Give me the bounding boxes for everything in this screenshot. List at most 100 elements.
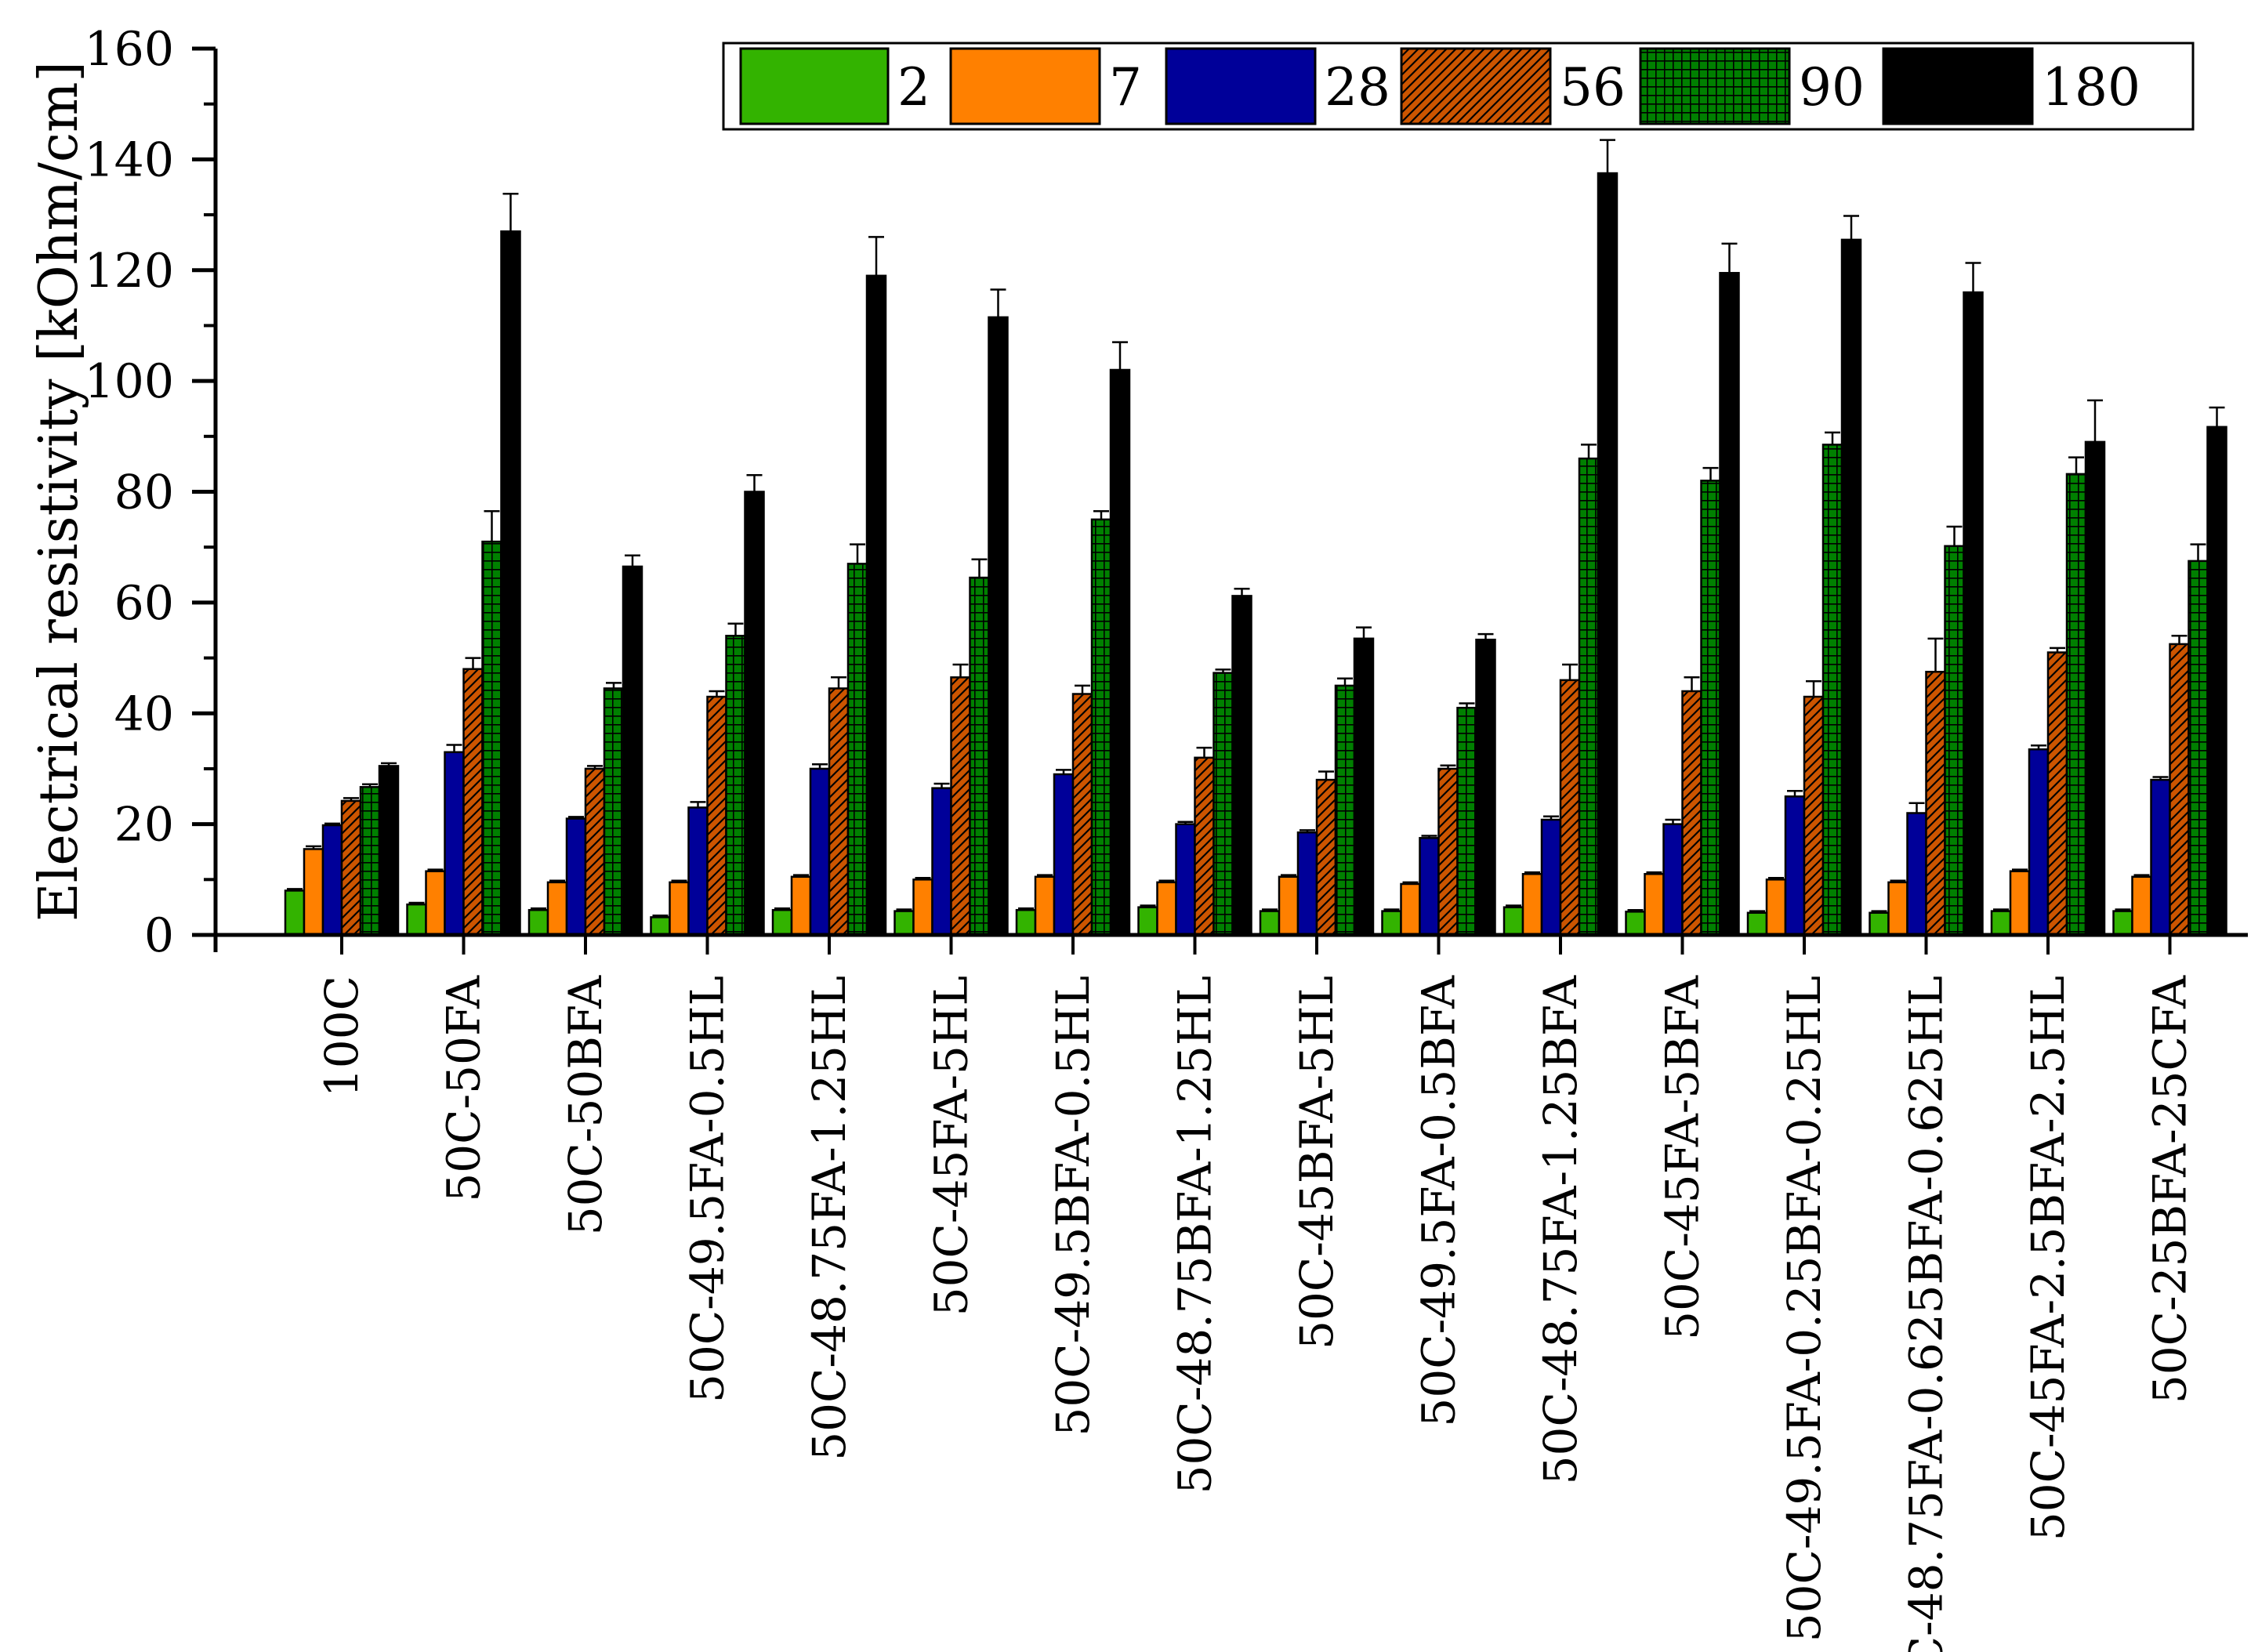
bar-28-100C xyxy=(321,824,343,936)
bar-28-50C-45BFA-5HL xyxy=(1296,831,1318,936)
category-label: 50C-49.5FA-0.5BFA xyxy=(1412,975,1466,1427)
bar-2-50C-50FA xyxy=(406,903,427,936)
bar-28-50C-49.5FA-0.5BFA xyxy=(1419,837,1440,936)
bar-7-50C-48.75FA-1.25BFA xyxy=(1521,872,1543,936)
bar-7-100C xyxy=(303,848,324,936)
bar-56-50C-25BFA-25CFA xyxy=(2169,643,2190,936)
bar-2-50C-49.5BFA-0.5HL xyxy=(1015,908,1037,936)
bar-180-50C-50BFA xyxy=(622,565,643,936)
bar-180-50C-48.75FA-0.625BFA-0.625HL xyxy=(1963,291,1984,936)
y-tick-label: 120 xyxy=(84,244,174,299)
bar-7-50C-45FA-2.5BFA-2.5HL xyxy=(2009,870,2031,936)
bar-90-50C-45FA-2.5BFA-2.5HL xyxy=(2065,473,2087,936)
bar-28-50C-50FA xyxy=(444,751,465,936)
bar-28-50C-45FA-2.5BFA-2.5HL xyxy=(2028,748,2050,936)
bar-90-50C-49.5FA-0.25BFA-0.25HL xyxy=(1821,444,1843,936)
legend-swatch-2 xyxy=(739,47,890,125)
category-label: 100C xyxy=(315,976,368,1097)
legend-label-28: 28 xyxy=(1325,57,1390,118)
category-label: 50C-45FA-5BFA xyxy=(1656,975,1709,1340)
bar-2-50C-25BFA-25CFA xyxy=(2112,910,2133,936)
category-label: 50C-45BFA-5HL xyxy=(1290,976,1343,1349)
legend-label-7: 7 xyxy=(1109,57,1142,118)
bar-28-50C-48.75FA-1.25HL xyxy=(809,767,831,936)
bar-180-50C-48.75FA-1.25BFA xyxy=(1597,172,1618,936)
bar-28-50C-48.75FA-1.25BFA xyxy=(1540,818,1562,936)
bar-56-50C-49.5BFA-0.5HL xyxy=(1071,693,1093,936)
bar-90-50C-45BFA-5HL xyxy=(1334,684,1356,936)
legend-swatch-7 xyxy=(949,47,1101,125)
bar-90-50C-49.5FA-0.5HL xyxy=(725,635,746,936)
bar-28-50C-49.5BFA-0.5HL xyxy=(1053,773,1075,936)
bar-180-50C-49.5BFA-0.5HL xyxy=(1109,368,1131,936)
y-tick-label: 60 xyxy=(114,576,174,631)
bar-56-50C-49.5FA-0.5HL xyxy=(706,695,727,936)
bar-180-50C-49.5FA-0.25BFA-0.25HL xyxy=(1840,238,1862,936)
bar-2-50C-50BFA xyxy=(527,908,549,936)
bar-56-50C-50BFA xyxy=(584,767,606,936)
bar-180-50C-45FA-2.5BFA-2.5HL xyxy=(2084,440,2106,936)
bar-56-50C-48.75FA-0.625BFA-0.625HL xyxy=(1925,670,1946,936)
bar-2-50C-49.5FA-0.5BFA xyxy=(1381,910,1402,936)
bar-90-50C-49.5BFA-0.5HL xyxy=(1090,518,1112,936)
bar-90-50C-48.75FA-1.25BFA xyxy=(1578,457,1600,936)
bar-7-50C-49.5FA-0.5HL xyxy=(669,881,690,936)
bar-2-50C-48.75BFA-1.25HL xyxy=(1137,906,1158,936)
bar-90-50C-45FA-5HL xyxy=(969,576,990,936)
category-label: 50C-49.5FA-0.25BFA-0.25HL xyxy=(1778,976,1831,1642)
bar-28-50C-49.5FA-0.25BFA-0.25HL xyxy=(1784,795,1806,936)
bar-56-50C-45BFA-5HL xyxy=(1315,778,1337,936)
bar-56-50C-48.75BFA-1.25HL xyxy=(1194,756,1215,936)
bar-28-50C-50BFA xyxy=(565,817,587,936)
bar-7-50C-45BFA-5HL xyxy=(1278,875,1299,936)
y-tick-label: 140 xyxy=(84,132,174,187)
y-tick-label: 100 xyxy=(84,354,174,409)
bar-90-50C-48.75BFA-1.25HL xyxy=(1212,672,1234,936)
y-tick-label: 20 xyxy=(114,798,174,853)
bar-2-50C-48.75FA-0.625BFA-0.625HL xyxy=(1869,911,1890,936)
category-label: 50C-45FA-5HL xyxy=(925,976,978,1316)
bar-7-50C-48.75BFA-1.25HL xyxy=(1156,881,1177,936)
bar-28-50C-48.75FA-0.625BFA-0.625HL xyxy=(1906,812,1927,936)
category-label: 50C-49.5BFA-0.5HL xyxy=(1046,976,1100,1436)
category-label: 50C-50FA xyxy=(437,975,491,1202)
bar-28-50C-49.5FA-0.5HL xyxy=(687,806,709,936)
x-axis-ticks: 100C 50C-50FA 50C-50BFA 50C-49.5FA-0.5HL 50C… xyxy=(315,935,2197,1652)
bar-7-50C-49.5BFA-0.5HL xyxy=(1034,875,1056,936)
bar-56-50C-45FA-2.5BFA-2.5HL xyxy=(2046,651,2068,936)
bar-180-50C-49.5FA-0.5HL xyxy=(744,491,765,936)
bar-2-50C-49.5FA-0.5HL xyxy=(650,916,671,936)
legend-swatch-90 xyxy=(1639,47,1791,125)
bar-180-100C xyxy=(378,765,400,936)
bar-180-50C-45BFA-5HL xyxy=(1353,637,1375,936)
bar-7-50C-49.5FA-0.25BFA-0.25HL xyxy=(1765,879,1787,936)
bar-180-50C-49.5FA-0.5BFA xyxy=(1475,638,1496,936)
bar-2-100C xyxy=(284,889,306,936)
y-axis-title: Electrical resistivity [kOhm/cm] xyxy=(28,61,90,922)
legend-label-56: 56 xyxy=(1560,57,1626,118)
category-label: 50C-48.75FA-1.25BFA xyxy=(1534,975,1587,1484)
bar-90-50C-25BFA-25CFA xyxy=(2188,560,2209,936)
category-label: 50C-45FA-2.5BFA-2.5HL xyxy=(2021,976,2075,1541)
bar-2-50C-48.75FA-1.25BFA xyxy=(1502,906,1524,936)
y-tick-label: 80 xyxy=(114,466,174,520)
bar-56-50C-49.5FA-0.25BFA-0.25HL xyxy=(1803,695,1825,936)
bar-2-50C-49.5FA-0.25BFA-0.25HL xyxy=(1746,911,1768,936)
legend: 2 7 28 56 90 180 xyxy=(722,42,2195,131)
y-tick-label: 0 xyxy=(144,908,174,963)
category-label: 50C-48.75FA-1.25HL xyxy=(803,976,856,1461)
bar-90-50C-45FA-5BFA xyxy=(1700,480,1721,936)
bar-56-50C-50FA xyxy=(462,668,484,936)
legend-swatch-28 xyxy=(1165,47,1317,125)
error-bars xyxy=(287,139,2225,918)
bar-7-50C-49.5FA-0.5BFA xyxy=(1400,882,1421,936)
bar-7-50C-50BFA xyxy=(546,881,568,936)
bar-90-50C-49.5FA-0.5BFA xyxy=(1456,706,1477,936)
category-label: 50C-49.5FA-0.5HL xyxy=(681,976,734,1403)
y-tick-label: 40 xyxy=(114,687,174,741)
legend-label-180: 180 xyxy=(2042,57,2140,118)
bar-56-50C-45FA-5HL xyxy=(950,676,971,936)
bar-180-50C-45FA-5BFA xyxy=(1719,272,1740,936)
plot-area xyxy=(284,172,2227,936)
